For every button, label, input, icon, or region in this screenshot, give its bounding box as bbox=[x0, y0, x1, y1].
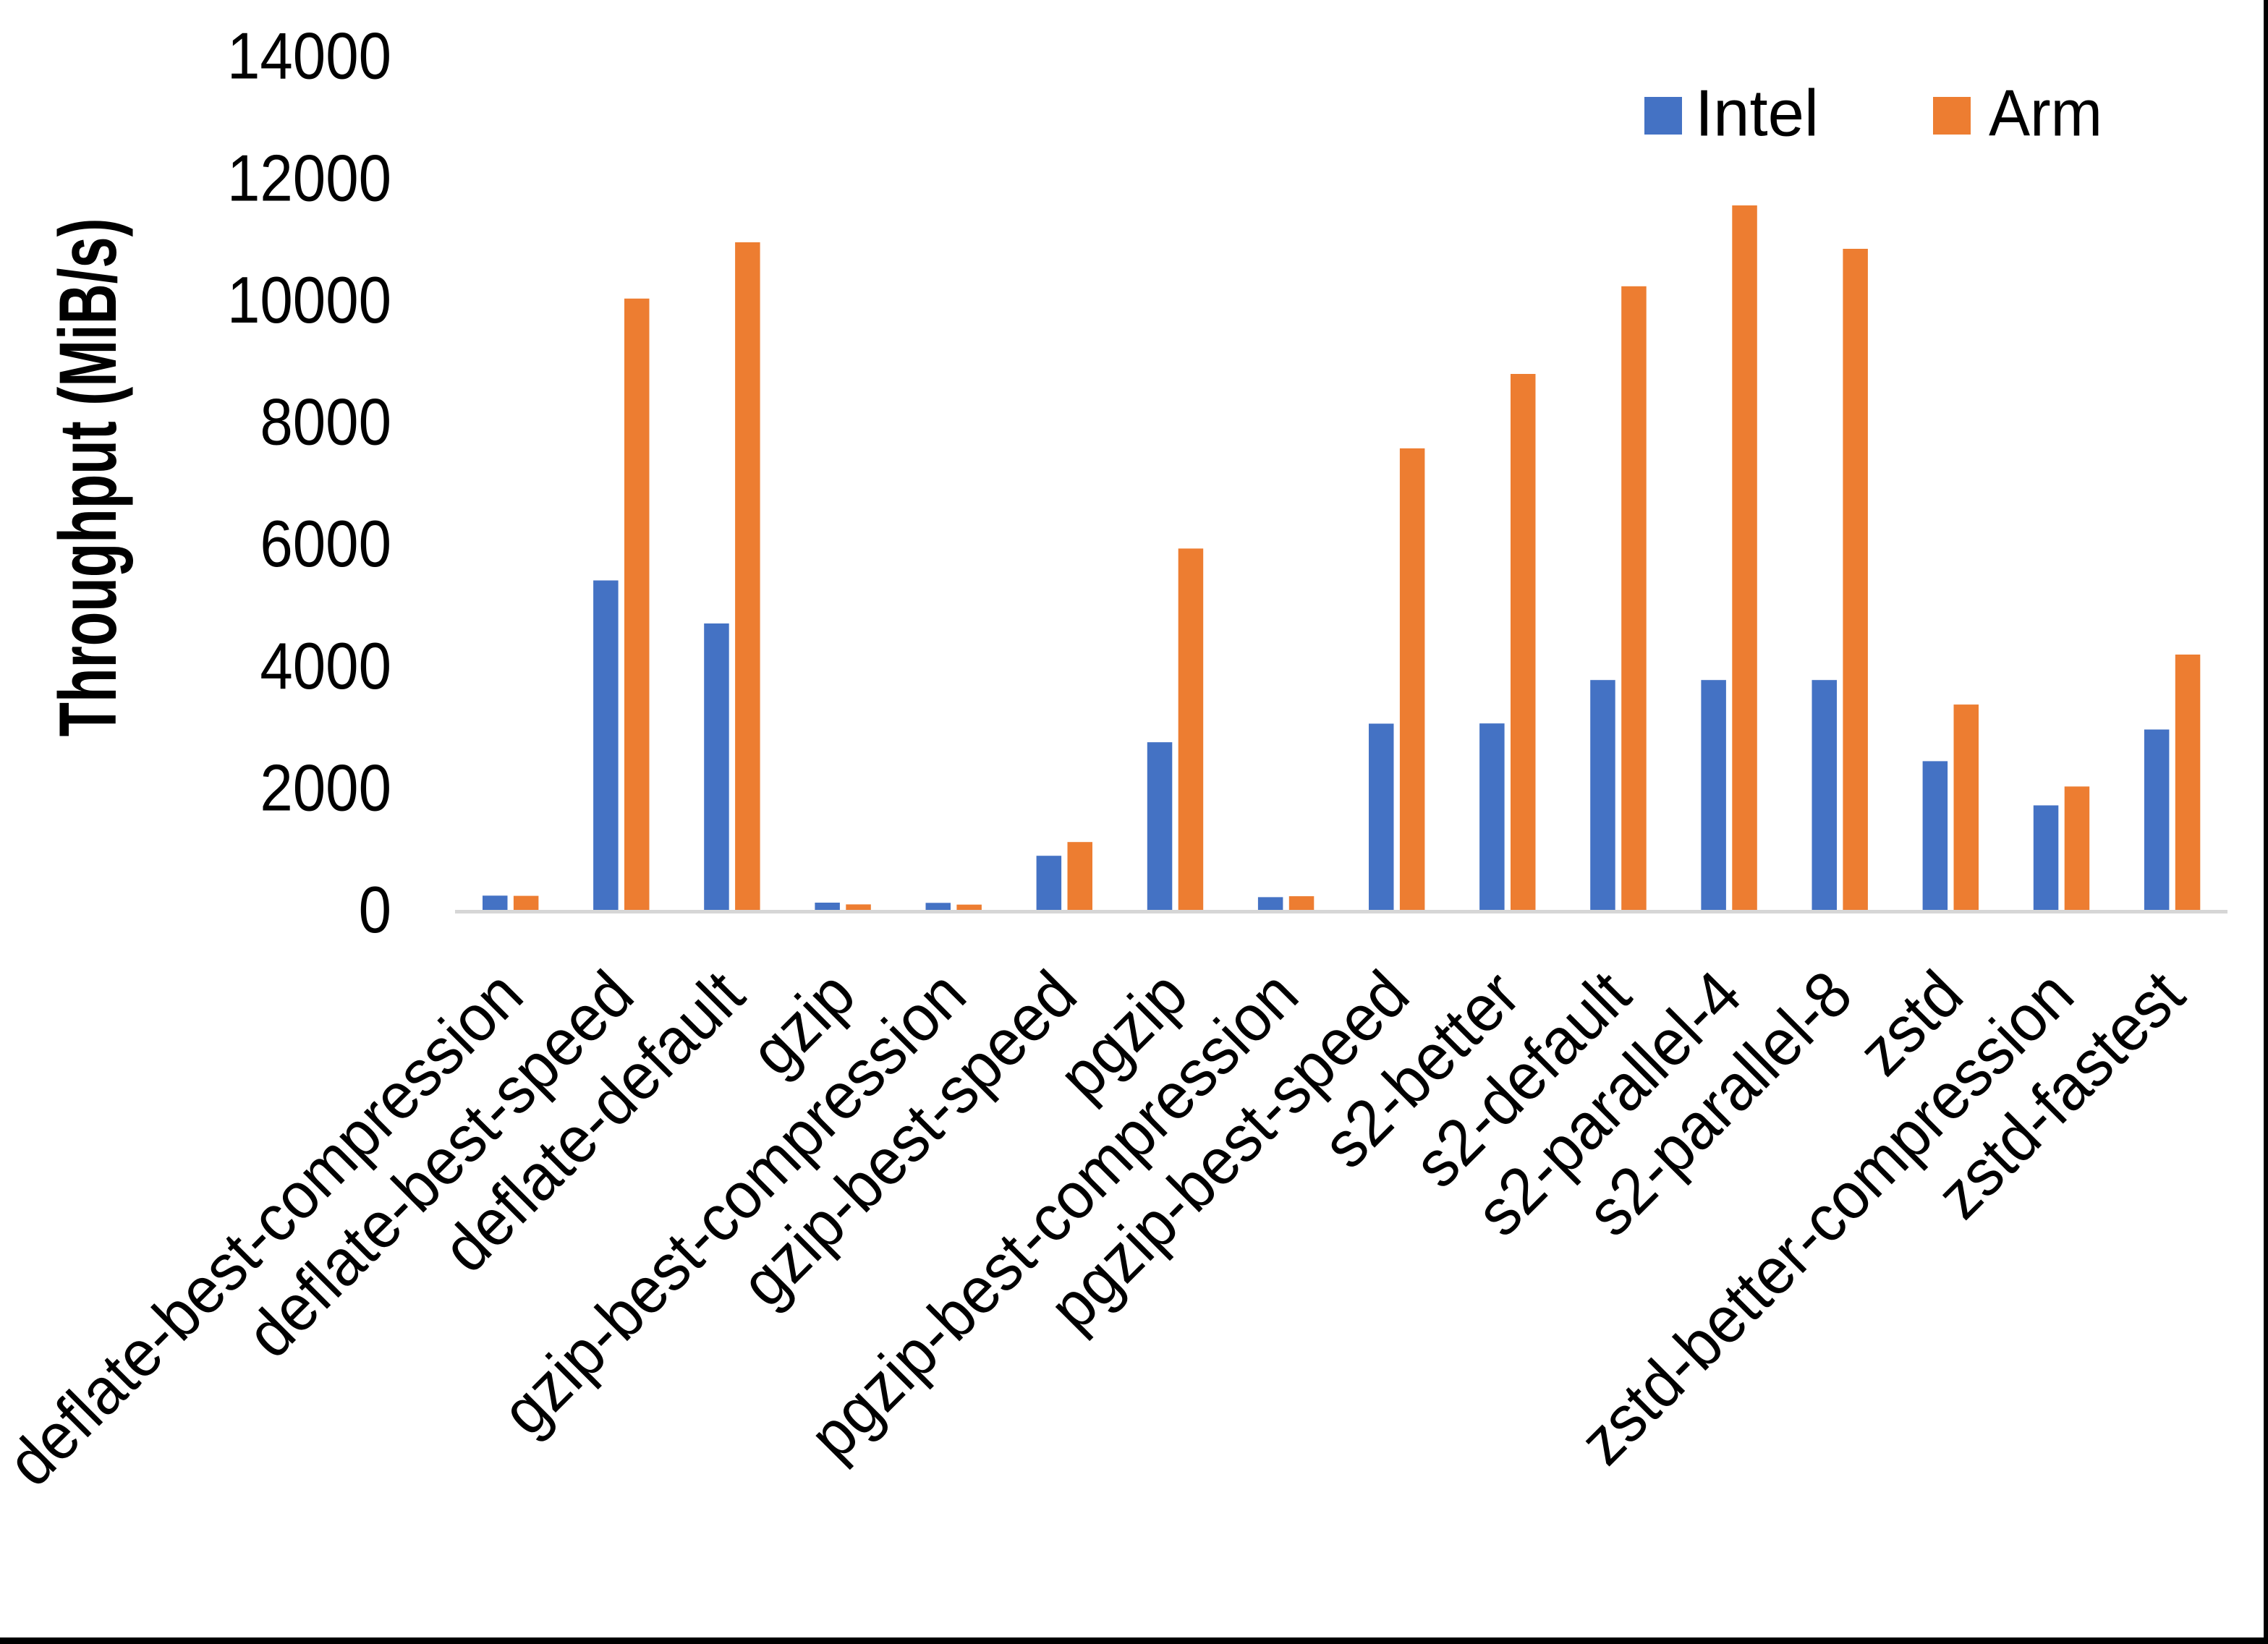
svg-text:8000: 8000 bbox=[260, 386, 391, 459]
svg-text:0: 0 bbox=[359, 874, 391, 947]
svg-text:2000: 2000 bbox=[260, 752, 391, 825]
svg-text:Intel: Intel bbox=[1695, 77, 1819, 150]
svg-text:10000: 10000 bbox=[227, 264, 391, 337]
svg-text:Throughput (MiB/s): Throughput (MiB/s) bbox=[43, 218, 133, 737]
svg-text:Arm: Arm bbox=[1989, 77, 2102, 150]
svg-text:14000: 14000 bbox=[227, 20, 391, 93]
svg-text:4000: 4000 bbox=[260, 630, 391, 703]
svg-text:6000: 6000 bbox=[260, 508, 391, 581]
svg-text:12000: 12000 bbox=[227, 142, 391, 215]
